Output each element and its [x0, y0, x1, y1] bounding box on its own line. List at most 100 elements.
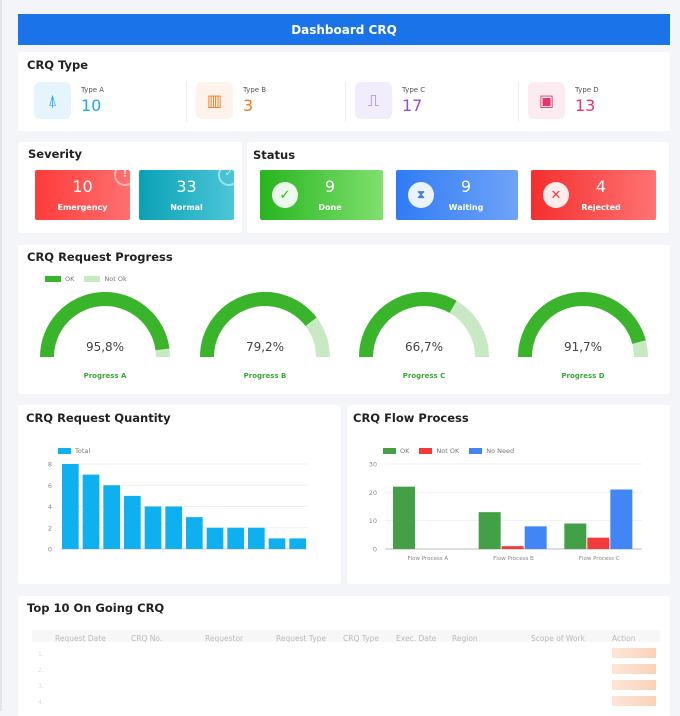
- crq-type-type-b[interactable]: ▥ Type B 3: [196, 82, 266, 119]
- emergency-label: Emergency: [57, 203, 108, 212]
- bar-total[interactable]: [186, 517, 203, 549]
- status-title: Status: [253, 148, 296, 162]
- gauge-label: Progress A: [83, 372, 127, 380]
- x-tick-label: Flow Process B: [493, 556, 534, 562]
- action-button[interactable]: [612, 664, 656, 674]
- crq-type-type-d[interactable]: ▣ Type D 13: [528, 82, 599, 119]
- status-card: Status ✓ 9 Done ⧗ 9 Waiting ✕ 4 Rejected: [247, 142, 669, 233]
- rejected-count: 4: [595, 177, 607, 196]
- waiting-label: Waiting: [448, 203, 484, 212]
- legend-ok: OK: [400, 447, 410, 455]
- hourglass-icon: ⧗: [408, 182, 434, 208]
- done-label: Done: [318, 203, 342, 212]
- crq-type-card: CRQ Type ⍋ Type A 10 ▥ Type B 3 ⎍ Type C 17 ▣ Type…: [18, 52, 670, 131]
- gauge-value: 91,7%: [563, 340, 603, 354]
- gauge-value: 95,8%: [85, 340, 125, 354]
- severity-card: Severity ! 10 Emergency ✓ 33 Normal: [18, 142, 242, 233]
- antenna-icon: ⍋: [34, 82, 71, 119]
- action-button[interactable]: [612, 680, 656, 690]
- gauge-fill: [359, 292, 457, 358]
- column-header[interactable]: Region: [452, 634, 478, 643]
- progress-gauges: [40, 292, 648, 358]
- legend-not-ok: Not OK: [436, 447, 460, 455]
- legend-total: Total: [75, 447, 91, 455]
- row-number: 4.: [38, 699, 44, 706]
- request-quantity-card: CRQ Request Quantity Total 0 2 4 6 8: [18, 405, 341, 584]
- bar-ok[interactable]: [393, 486, 415, 549]
- bar-total[interactable]: [248, 527, 265, 549]
- bar-total[interactable]: [227, 527, 244, 549]
- flow-process-card: CRQ Flow Process OK Not OK No Need 0 10 20…: [347, 405, 670, 584]
- emergency-box[interactable]: ! 10 Emergency: [35, 170, 130, 220]
- rejected-box[interactable]: ✕ 4 Rejected: [531, 170, 656, 220]
- table-header: [32, 630, 660, 642]
- bar-total[interactable]: [62, 464, 79, 549]
- row-number: 3.: [38, 683, 44, 690]
- column-header[interactable]: Exec. Date: [396, 634, 437, 643]
- quantity-chart: 0 2 4 6 8: [48, 461, 308, 554]
- page-title: Dashboard CRQ: [291, 22, 397, 37]
- progress-title: CRQ Request Progress: [27, 250, 173, 264]
- type-label: Type A: [81, 86, 105, 94]
- flow-title: CRQ Flow Process: [353, 411, 469, 425]
- bar-total[interactable]: [124, 495, 141, 549]
- crq-type-title: CRQ Type: [27, 58, 89, 72]
- bar-total[interactable]: [165, 506, 182, 550]
- column-header[interactable]: Action: [612, 634, 636, 643]
- bar-no-need[interactable]: [610, 489, 633, 550]
- column-header[interactable]: CRQ No.: [131, 634, 163, 643]
- action-button[interactable]: [612, 696, 656, 706]
- waiting-box[interactable]: ⧗ 9 Waiting: [396, 170, 518, 220]
- column-header[interactable]: Scope of Work: [531, 634, 585, 643]
- bar-no-need[interactable]: [524, 526, 547, 549]
- crq-type-type-c[interactable]: ⎍ Type C 17: [355, 82, 425, 119]
- column-header[interactable]: Request Type: [276, 634, 327, 643]
- bar-ok[interactable]: [564, 523, 587, 550]
- normal-box[interactable]: ✓ 33 Normal: [139, 170, 234, 220]
- check-icon: ✓: [218, 170, 234, 186]
- y-tick-label: 8: [48, 461, 52, 469]
- quantity-title: CRQ Request Quantity: [26, 411, 171, 425]
- column-header[interactable]: Request Date: [55, 634, 106, 643]
- progress-card: CRQ Request Progress OK Not Ok 95,8% Prog…: [18, 245, 670, 394]
- dashboard-header: Dashboard CRQ: [18, 14, 670, 45]
- bar-not-ok[interactable]: [587, 537, 610, 549]
- bar-total[interactable]: [289, 538, 306, 549]
- bar-total[interactable]: [206, 527, 224, 549]
- top10-title: Top 10 On Going CRQ: [27, 601, 165, 615]
- done-count: 9: [324, 177, 336, 196]
- y-tick-label: 10: [369, 517, 377, 525]
- gauge-fill: [40, 292, 170, 358]
- waiting-count: 9: [460, 177, 472, 196]
- normal-label: Normal: [170, 203, 203, 212]
- crq-type-type-a[interactable]: ⍋ Type A 10: [34, 82, 104, 119]
- gauge-label: Progress B: [243, 372, 287, 380]
- bar-not-ok[interactable]: [501, 546, 524, 549]
- column-header[interactable]: CRQ Type: [343, 634, 379, 643]
- gauge-label: Progress C: [402, 372, 446, 380]
- type-count: 17: [402, 96, 423, 115]
- legend-ok: OK: [65, 275, 75, 283]
- column-header[interactable]: Requestor: [205, 634, 244, 643]
- gauge-label: Progress D: [561, 372, 605, 380]
- bar-ok[interactable]: [478, 512, 501, 549]
- legend-not-ok: Not Ok: [104, 275, 127, 283]
- done-box[interactable]: ✓ 9 Done: [260, 170, 383, 220]
- bar-total[interactable]: [268, 538, 286, 549]
- bar-total[interactable]: [103, 485, 120, 549]
- type-label: Type C: [402, 86, 426, 94]
- emergency-count: 10: [72, 177, 93, 196]
- type-count: 10: [81, 96, 102, 115]
- y-tick-label: 6: [48, 482, 52, 490]
- bar-total[interactable]: [144, 506, 162, 550]
- type-label: Type D: [575, 86, 599, 94]
- legend-no-need: No Need: [486, 447, 515, 455]
- normal-count: 33: [176, 177, 197, 196]
- flow-legend: OK Not OK No Need: [383, 447, 514, 455]
- type-count: 13: [575, 96, 596, 115]
- bar-total[interactable]: [82, 474, 100, 549]
- action-button[interactable]: [612, 648, 656, 658]
- type-count: 3: [243, 96, 254, 115]
- flow-chart: 0 10 20 30 Flow Process A Flow Process B Flow …: [369, 461, 642, 562]
- check-icon: ✓: [272, 182, 298, 208]
